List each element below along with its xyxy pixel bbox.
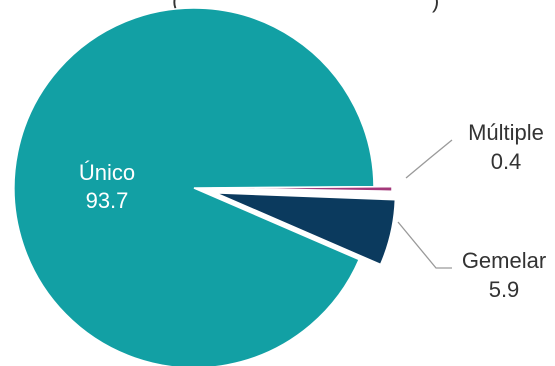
slice-label-unico: Único: [79, 160, 135, 185]
slice-value-gemelar: 5.9: [489, 277, 520, 302]
chart-title-start: (: [172, 0, 180, 13]
slice-label-gemelar: Gemelar: [462, 248, 546, 273]
slice-label-multiple: Múltiple: [468, 120, 544, 145]
slice-multiple: [211, 185, 393, 192]
pie-slices: [13, 7, 397, 366]
slice-value-unico: 93.7: [86, 188, 129, 213]
leader-line-multiple: [405, 139, 453, 179]
chart-title-end: ): [432, 0, 439, 13]
slice-gemelar: [215, 192, 397, 266]
leader-line-gemelar: [397, 221, 452, 269]
slice-unico: [13, 7, 375, 366]
slice-value-multiple: 0.4: [491, 149, 522, 174]
